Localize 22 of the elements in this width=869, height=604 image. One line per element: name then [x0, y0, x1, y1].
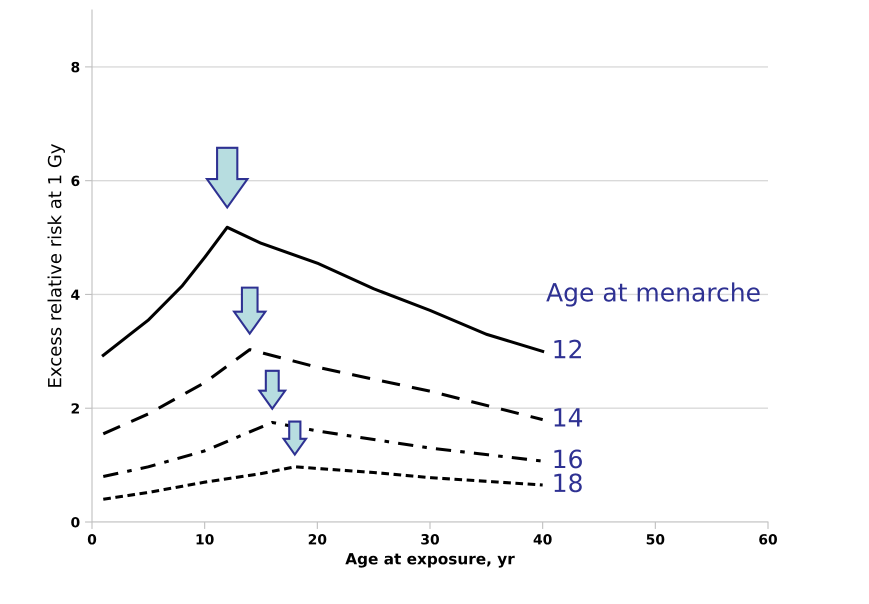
x-tick-label: 40 — [534, 534, 552, 545]
x-tick-label: 0 — [88, 534, 96, 545]
y-tick-label: 8 — [71, 62, 80, 72]
series-label: 18 — [554, 473, 582, 492]
x-tick-label: 50 — [646, 534, 664, 545]
line-series — [102, 226, 544, 357]
x-axis-title: Age at exposure, yr — [345, 553, 515, 568]
x-tick-label: 30 — [421, 534, 439, 545]
series-label: 16 — [554, 449, 582, 468]
y-tick-label: 6 — [71, 176, 80, 186]
y-tick-label: 0 — [71, 516, 80, 528]
y-tick-label: 4 — [71, 290, 80, 300]
x-tick-label: 10 — [196, 534, 214, 545]
y-axis-title: Excess relative risk at 1 Gy — [48, 144, 65, 387]
legend-title: Age at menarche — [546, 282, 760, 307]
series-label: 14 — [554, 408, 582, 426]
line-series — [102, 465, 544, 501]
series-label: 12 — [554, 340, 581, 358]
line-series — [102, 348, 544, 436]
y-tick-label: 2 — [72, 403, 79, 414]
x-tick-label: 60 — [759, 534, 777, 545]
x-tick-label: 20 — [308, 534, 326, 545]
